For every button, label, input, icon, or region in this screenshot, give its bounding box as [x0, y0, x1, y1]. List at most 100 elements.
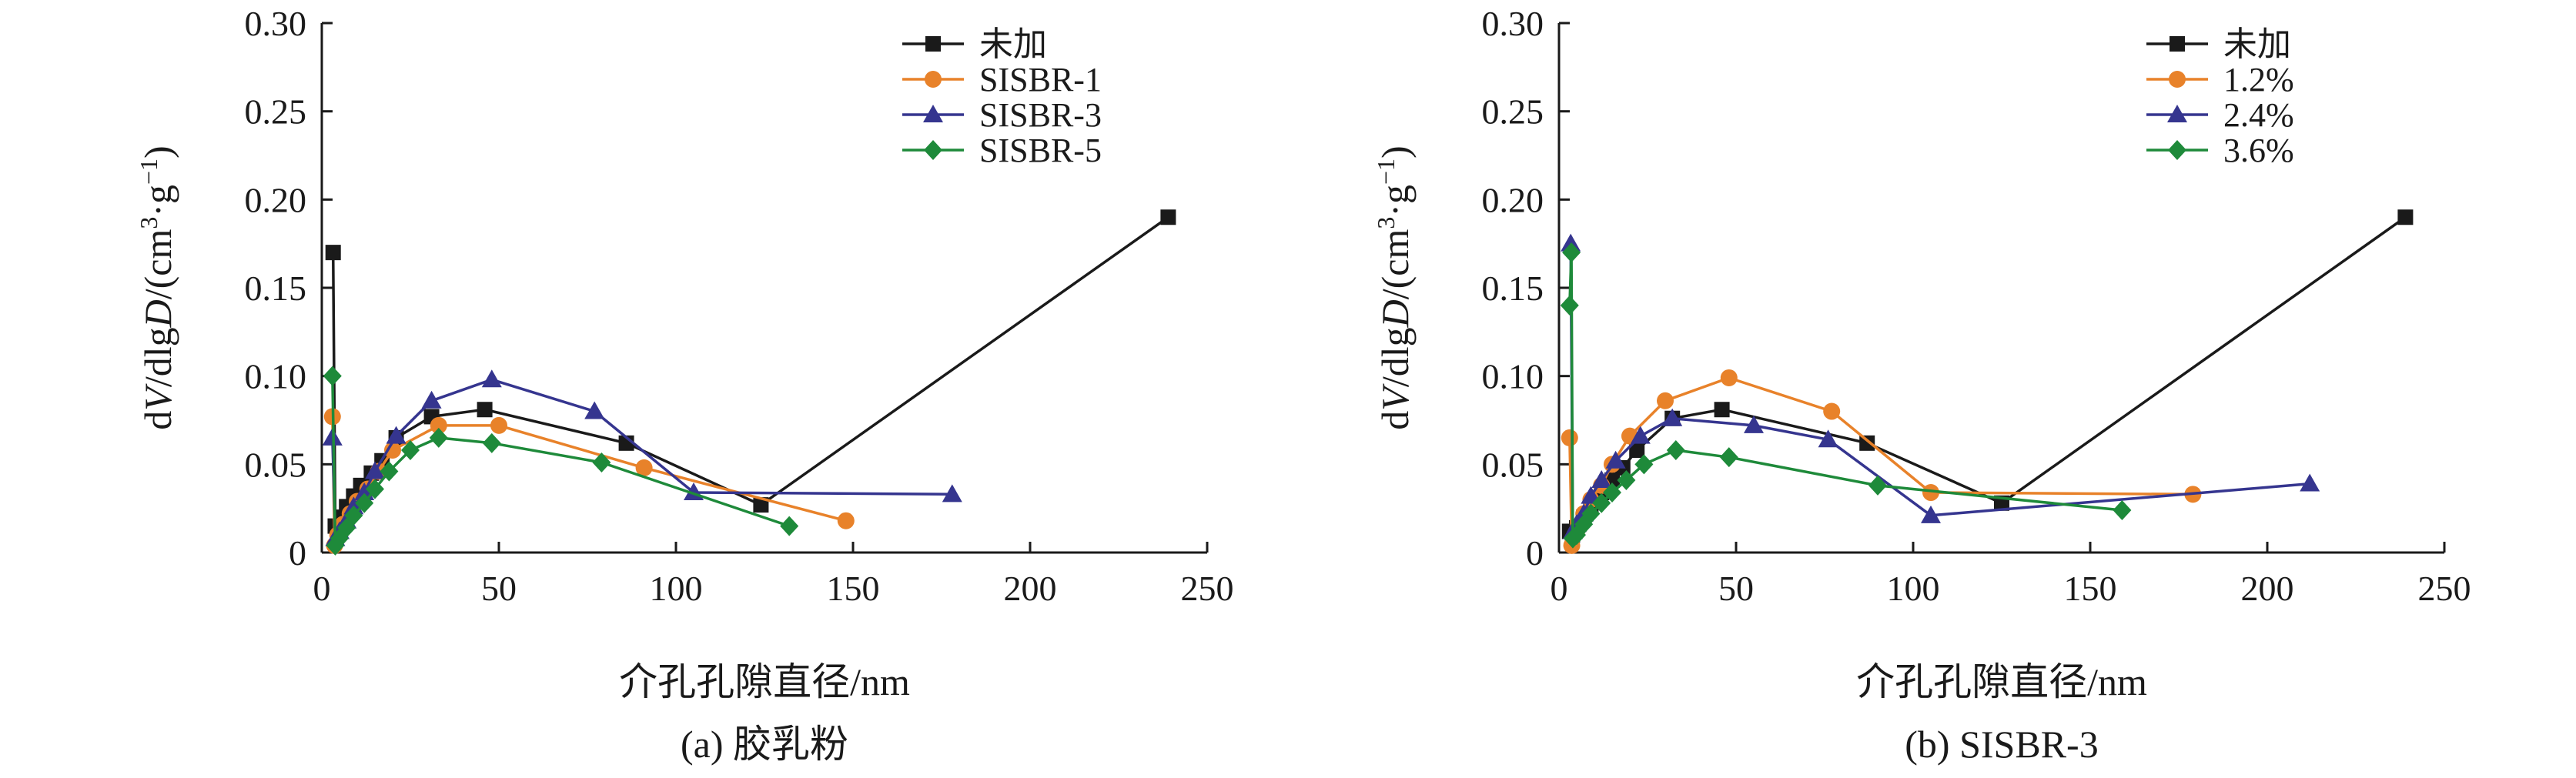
series-1 — [1561, 369, 2202, 554]
legend-label: 1.2% — [2223, 61, 2294, 99]
data-point — [386, 426, 406, 444]
data-point — [780, 516, 799, 536]
y-tick-label: 0.15 — [245, 269, 307, 308]
data-point — [1629, 442, 1645, 458]
data-point — [325, 245, 341, 261]
data-point — [1592, 493, 1611, 513]
legend-entry: SISBR-1 — [902, 61, 1102, 99]
data-point — [477, 402, 493, 418]
data-point — [401, 439, 420, 460]
data-point — [635, 459, 653, 476]
data-point — [592, 452, 611, 473]
data-point — [482, 432, 501, 453]
data-point — [1744, 415, 1764, 433]
data-point — [384, 441, 401, 459]
x-tick-label: 50 — [481, 569, 517, 608]
y-tick-label: 0.25 — [245, 92, 307, 132]
legend-marker — [2169, 71, 2186, 88]
data-point — [1714, 402, 1730, 418]
data-point — [1581, 503, 1601, 524]
x-tick-label: 50 — [1718, 569, 1754, 608]
series-3 — [323, 366, 799, 556]
data-point — [2397, 209, 2414, 225]
data-point — [1591, 469, 1612, 488]
data-point — [355, 493, 374, 513]
legend-entry: 未加 — [2146, 25, 2291, 63]
y-tick-label: 0.30 — [1482, 4, 1544, 43]
series-line — [1568, 251, 2123, 540]
legend-entry: SISBR-5 — [902, 132, 1102, 169]
series-line — [331, 416, 847, 547]
data-point — [1561, 429, 1578, 446]
data-point — [1560, 295, 1579, 316]
y-tick-label: 0.10 — [1482, 357, 1544, 396]
y-axis-label: dV/dlgD/(cm3·g−1) — [135, 145, 179, 429]
legend-marker — [923, 105, 943, 122]
data-point — [1605, 450, 1626, 469]
y-tick-label: 0.25 — [1482, 92, 1544, 132]
x-tick-label: 150 — [2064, 569, 2117, 608]
data-point — [1868, 475, 1887, 496]
data-point — [1720, 369, 1738, 386]
x-tick-label: 100 — [1887, 569, 1940, 608]
legend-marker — [2170, 36, 2185, 52]
data-point — [1561, 233, 1581, 252]
x-tick-label: 250 — [2418, 569, 2471, 608]
chart-panel-a: 0 0.05 0.10 0.15 0.20 0.25 0.30 0 50 100 150 200 250… — [135, 4, 1234, 766]
x-tick-label: 200 — [2241, 569, 2294, 608]
legend-marker — [2168, 140, 2186, 160]
data-point — [323, 366, 342, 386]
y-tick-label: 0.05 — [245, 445, 307, 484]
y-tick-label: 0.10 — [245, 357, 307, 396]
data-point — [429, 427, 448, 448]
data-point — [1922, 484, 1939, 502]
x-tick-label: 100 — [650, 569, 703, 608]
series-0 — [325, 209, 1176, 539]
data-point — [1666, 439, 1685, 460]
y-tick-label: 0 — [1526, 533, 1544, 573]
data-point — [1719, 447, 1738, 468]
x-axis-label: 介孔孔隙直径/nm — [1856, 660, 2147, 703]
legend-label: SISBR-3 — [979, 96, 1102, 134]
data-point — [1823, 402, 1841, 420]
legend-label: SISBR-1 — [979, 61, 1102, 99]
legend-entry: SISBR-3 — [902, 96, 1102, 134]
legend-entry: 未加 — [902, 25, 1047, 63]
legend-label: 2.4% — [2223, 96, 2294, 134]
data-point — [942, 484, 962, 503]
legend-label: SISBR-5 — [979, 132, 1102, 169]
series-line — [331, 215, 1169, 533]
data-point — [1617, 469, 1636, 490]
data-point — [380, 461, 399, 482]
legend-label: 3.6% — [2223, 132, 2294, 169]
series-2 — [322, 369, 962, 546]
data-point — [490, 416, 507, 434]
x-tick-label: 0 — [1551, 569, 1568, 608]
y-axis-label: dV/dlgD/(cm3·g−1) — [1372, 145, 1417, 429]
data-point — [1603, 482, 1621, 503]
data-point — [1562, 242, 1581, 263]
data-point — [1160, 209, 1176, 225]
data-point — [421, 390, 442, 409]
data-point — [481, 369, 502, 388]
legend-entry: 1.2% — [2146, 61, 2294, 99]
figure-caption: (a) 胶乳粉 — [681, 723, 848, 766]
y-tick-label: 0.15 — [1482, 269, 1544, 308]
x-tick-label: 150 — [827, 569, 880, 608]
data-point — [337, 517, 356, 538]
legend-marker — [924, 140, 942, 160]
x-tick-label: 0 — [313, 569, 331, 608]
data-point — [837, 512, 855, 529]
series-line — [1569, 243, 2310, 533]
y-tick-label: 0.30 — [245, 4, 307, 43]
data-point — [2300, 473, 2320, 492]
legend-marker — [925, 36, 941, 52]
legend-label: 未加 — [979, 25, 1047, 63]
data-point — [2113, 499, 2132, 520]
data-point — [344, 505, 363, 526]
data-point — [366, 479, 384, 499]
legend-entry: 2.4% — [2146, 96, 2294, 134]
data-point — [1859, 435, 1875, 451]
